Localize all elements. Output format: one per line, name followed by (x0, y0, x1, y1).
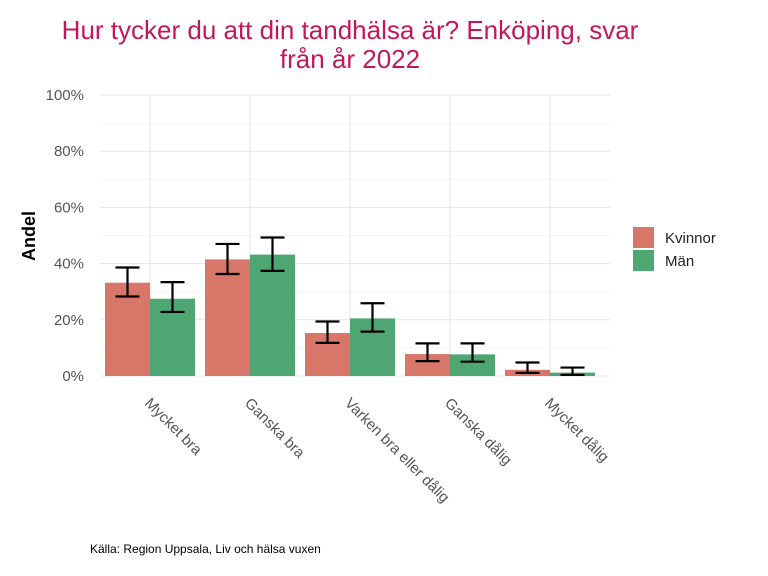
error-bar-kvinnor-mycket-bra (115, 266, 140, 298)
error-bar-kvinnor-ganska-bra (215, 242, 240, 276)
error-bar-man-varken-bra-eller-dalig (360, 302, 385, 333)
x-tick-label-ganska-dalig: Ganska dålig (441, 395, 515, 469)
x-axis-ticks: Mycket bra Ganska bra Varken bra eller dål… (141, 395, 612, 506)
legend-label-kvinnor: Kvinnor (665, 230, 716, 247)
error-bar-kvinnor-varken-bra-eller-dalig (315, 320, 340, 344)
legend-swatch-kvinnor (633, 227, 654, 248)
x-tick-label-mycket-dalig: Mycket dålig (541, 395, 612, 466)
error-bars (115, 236, 585, 376)
bar-man-ganska-dalig (450, 354, 495, 376)
y-axis-ticks: 0% 20% 40% 60% 80% 100% (46, 87, 84, 385)
error-bar-kvinnor-mycket-dalig (515, 361, 540, 375)
error-bar-man-ganska-dalig (460, 342, 485, 363)
source-caption: Källa: Region Uppsala, Liv och hälsa vux… (90, 542, 321, 556)
bar-kvinnor-ganska-bra (205, 259, 250, 376)
error-bar-man-mycket-bra (160, 281, 185, 314)
error-bar-man-ganska-bra (260, 236, 285, 273)
error-bar-kvinnor-ganska-dalig (415, 342, 440, 363)
y-tick-label: 0% (62, 368, 84, 385)
x-tick-label-varken-bra-eller-dalig: Varken bra eller dålig (341, 395, 452, 506)
bar-kvinnor-mycket-bra (105, 282, 150, 376)
bar-man-ganska-bra (250, 254, 295, 376)
error-bar-man-mycket-dalig (560, 366, 585, 376)
y-tick-label: 40% (54, 256, 84, 273)
y-tick-label: 20% (54, 312, 84, 329)
y-tick-label: 100% (46, 87, 84, 104)
legend-swatch-man (633, 250, 654, 271)
legend: Kvinnor Män (633, 227, 716, 271)
x-tick-label-mycket-bra: Mycket bra (141, 395, 205, 459)
x-tick-label-ganska-bra: Ganska bra (241, 395, 308, 462)
legend-label-man: Män (665, 253, 694, 270)
y-tick-label: 60% (54, 199, 84, 216)
y-tick-label: 80% (54, 143, 84, 160)
bar-kvinnor-ganska-dalig (405, 354, 450, 376)
y-axis-label: Andel (19, 211, 39, 261)
chart-title-line-2: från år 2022 (280, 44, 420, 74)
chart-title-line-1: Hur tycker du att din tandhälsa är? Enkö… (62, 15, 639, 45)
